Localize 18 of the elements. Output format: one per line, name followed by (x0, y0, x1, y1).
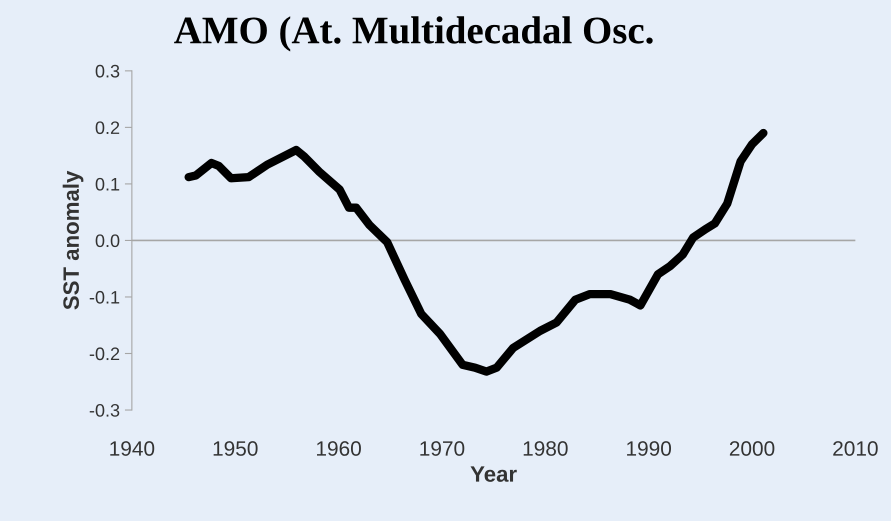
x-axis-title: Year (470, 466, 517, 482)
y-tick-label: -0.1 (90, 290, 120, 304)
x-tick-label: 2010 (833, 441, 878, 456)
y-tick-label: 0.3 (96, 64, 120, 78)
y-tick-label: 0.1 (96, 178, 120, 191)
x-tick-label: 1940 (110, 441, 154, 456)
x-tick-label: 2000 (730, 441, 774, 456)
x-tick-label: 1960 (317, 441, 361, 456)
x-tick-label: 1950 (214, 441, 258, 456)
chart-title: AMO (At. Multidecadal Osc. (174, 16, 653, 52)
x-tick-label: 1980 (524, 441, 568, 456)
y-axis-title: SST anomaly (62, 170, 84, 310)
x-tick-label: 1970 (420, 441, 464, 456)
y-tick-label: 0.0 (96, 234, 120, 248)
y-tick-label: -0.3 (90, 404, 120, 417)
x-tick-label: 1990 (627, 441, 672, 456)
y-tick-label: -0.2 (90, 347, 120, 360)
y-tick-label: 0.2 (96, 121, 120, 134)
